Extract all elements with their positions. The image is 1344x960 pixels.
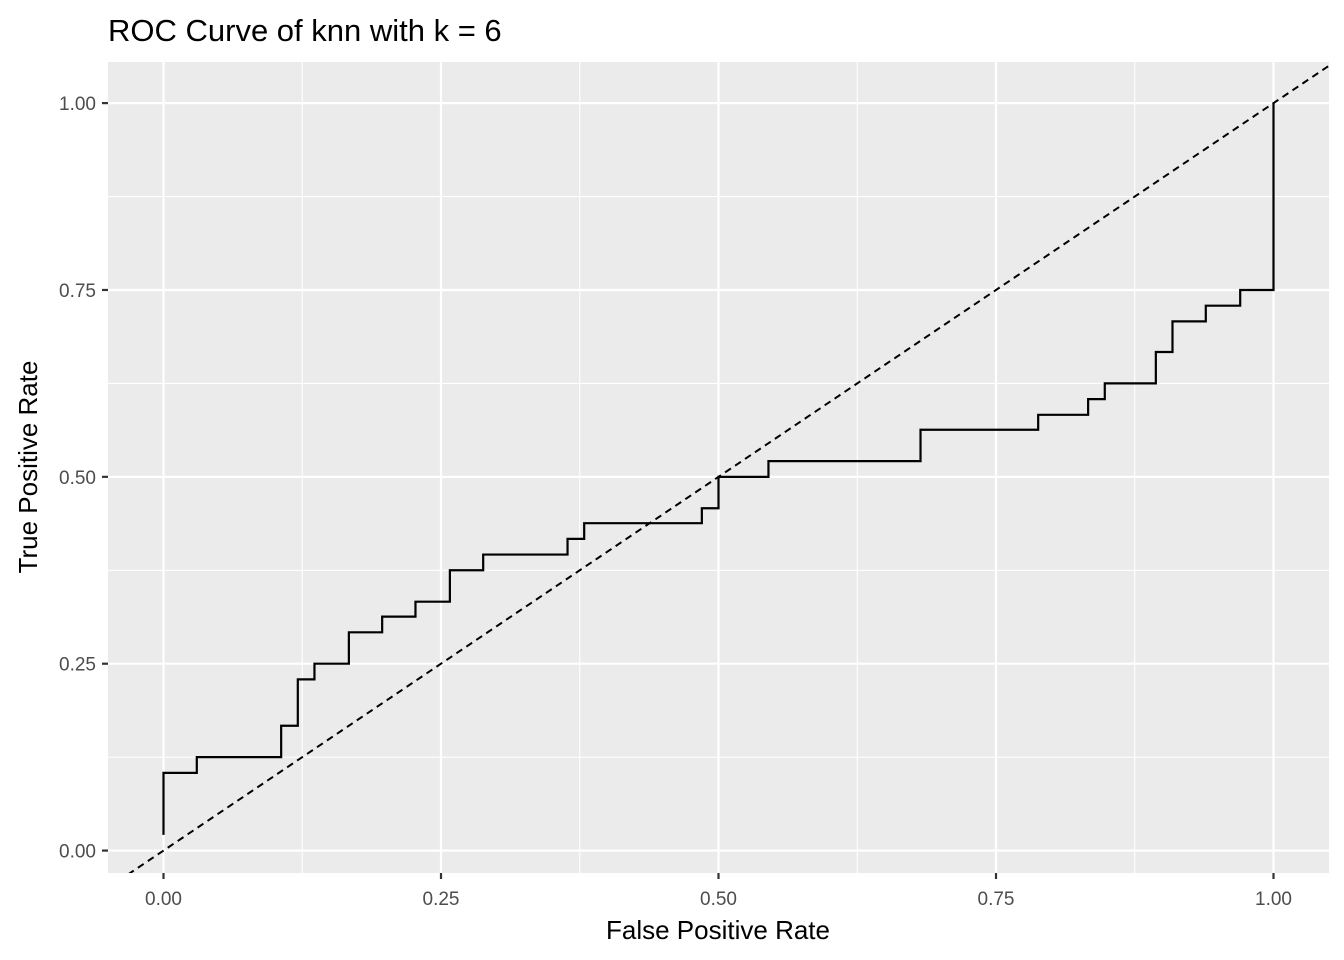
x-tick-label: 1.00 (1255, 889, 1292, 910)
chart-title: ROC Curve of knn with k = 6 (108, 13, 502, 48)
x-axis: 0.00 0.25 0.50 0.75 1.00 (145, 873, 1292, 910)
y-tick-label: 0.00 (59, 842, 96, 863)
major-gridlines (108, 62, 1329, 873)
x-tick-label: 0.25 (423, 889, 460, 910)
y-tick-label: 0.50 (59, 468, 96, 489)
y-tick-label: 0.75 (59, 281, 96, 302)
x-axis-title: False Positive Rate (606, 915, 830, 945)
x-tick-label: 0.00 (145, 889, 182, 910)
y-tick-label: 1.00 (59, 94, 96, 115)
y-tick-label: 0.25 (59, 655, 96, 676)
y-axis: 0.00 0.25 0.50 0.75 1.00 (59, 94, 108, 863)
y-axis-title: True Positive Rate (13, 361, 43, 574)
plot-area (128, 64, 1329, 873)
x-tick-label: 0.75 (978, 889, 1015, 910)
x-tick-label: 0.50 (700, 889, 737, 910)
roc-curve-line (162, 103, 1275, 835)
